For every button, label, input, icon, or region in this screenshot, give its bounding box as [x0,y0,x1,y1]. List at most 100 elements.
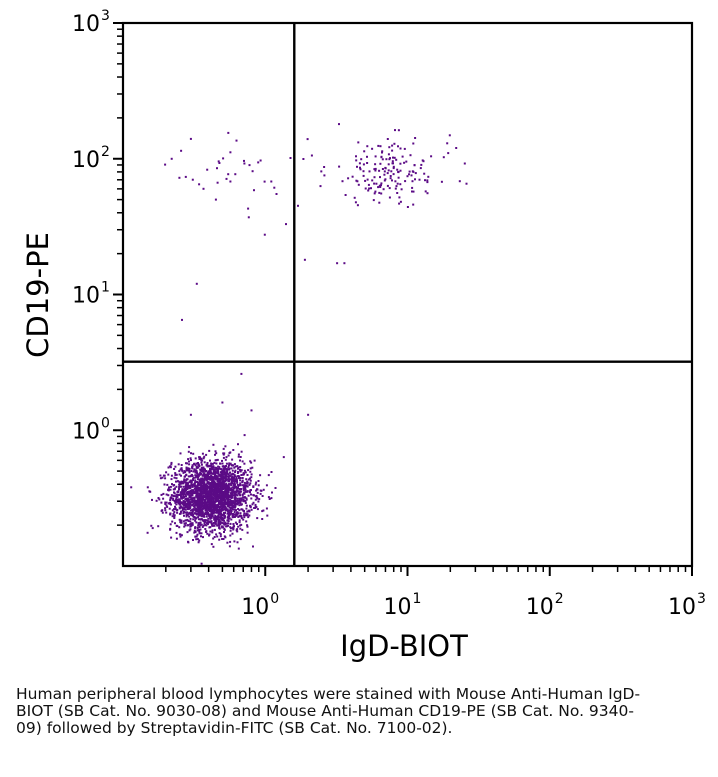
data-point [228,462,231,465]
data-point [184,493,187,496]
data-point [219,521,222,524]
data-point [233,540,236,543]
data-point [189,528,192,531]
data-point [250,493,252,496]
data-point [235,485,238,488]
data-point [234,173,237,176]
data-point [215,467,218,469]
data-point [194,502,197,505]
data-point [198,488,201,490]
data-point [170,474,173,477]
data-point [256,496,259,499]
data-point [193,506,196,509]
data-point [187,475,190,478]
data-point [252,501,255,504]
data-point [212,545,215,548]
data-point [169,528,172,531]
data-point [351,175,354,178]
data-point [180,495,182,498]
data-point [230,504,233,507]
data-point [214,490,217,493]
data-point [237,508,240,510]
data-point [239,512,242,515]
data-point [270,497,273,500]
data-point [245,497,248,500]
data-point [200,532,203,535]
data-point [366,155,368,158]
data-point [189,505,192,508]
data-point [185,519,188,522]
data-point [399,183,402,186]
data-point [241,484,244,487]
data-point [256,517,259,520]
data-point [214,453,216,456]
data-point [194,471,197,474]
data-point [174,507,177,510]
data-point [379,145,382,148]
data-point [183,504,185,507]
data-point [180,467,183,470]
data-point [233,511,236,513]
data-point [411,180,414,183]
data-point [374,163,377,166]
data-point [201,504,204,507]
data-point [167,466,170,469]
data-point [184,511,187,514]
data-point [189,525,192,528]
data-point [426,181,429,184]
data-point [240,508,243,511]
data-point [190,479,193,482]
data-point [235,499,238,502]
data-point [185,502,188,505]
data-point [222,456,225,459]
data-point [223,496,226,499]
data-point [226,525,228,528]
data-point [176,525,179,527]
data-point [197,463,200,466]
data-point [214,522,217,525]
data-point [222,484,225,486]
data-point [234,475,237,478]
data-point [221,475,224,478]
data-point [197,509,199,512]
data-point [228,488,231,491]
data-point [196,486,199,489]
data-point [383,179,386,182]
data-point [430,155,433,158]
data-point [201,496,204,499]
data-point [221,478,224,481]
data-point [180,482,183,485]
data-point [368,187,371,190]
data-point [240,514,243,517]
data-point [178,481,181,484]
data-point [222,495,225,498]
data-point [220,515,223,518]
data-point [204,512,207,515]
data-point [198,501,201,504]
data-point [216,517,219,520]
data-point [213,481,216,484]
data-point [237,492,240,495]
data-point [187,482,190,485]
data-point [180,510,182,513]
data-point [373,192,376,195]
data-point [254,483,257,486]
data-point [192,452,195,455]
data-point [222,517,225,520]
data-point [183,503,186,506]
data-point [165,511,168,514]
data-point [189,498,192,501]
data-point [235,139,238,142]
data-point [419,167,422,170]
data-point [220,518,223,521]
data-point [223,468,226,471]
data-point [215,452,218,455]
data-point [237,484,240,487]
data-point [206,507,209,510]
data-point [387,169,390,172]
data-point [223,471,226,474]
data-point [236,489,239,492]
data-point [230,497,233,500]
data-point [193,483,196,486]
data-point [166,483,169,486]
